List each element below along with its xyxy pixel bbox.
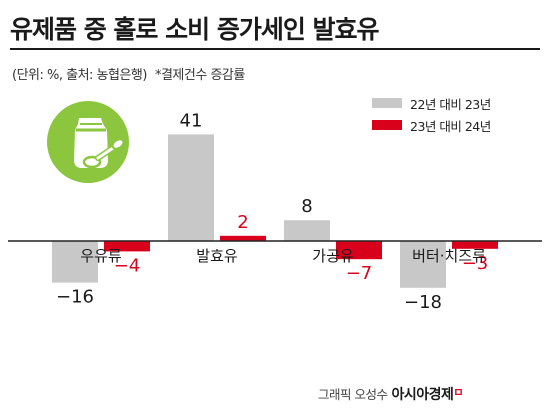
data-label-s1-c0: −4 — [114, 255, 141, 276]
data-label-s1-c3: −3 — [462, 253, 489, 274]
chart-title: 유제품 중 홀로 소비 증가세인 발효유 — [10, 15, 380, 44]
legend-swatch-curr — [372, 120, 402, 130]
chart-legend: 22년 대비 23년 23년 대비 24년 — [372, 92, 532, 136]
bar-s0-c1 — [168, 134, 214, 241]
category-label-0: 우유류 — [80, 247, 122, 265]
category-label-3: 버터·치즈류 — [412, 247, 486, 265]
bar-s1-c3 — [452, 241, 498, 249]
data-label-s0-c3: −18 — [404, 292, 442, 313]
bar-s1-c1 — [220, 235, 266, 241]
note-text: *결제건수 증감률 — [154, 68, 245, 83]
bar-s0-c3 — [400, 241, 446, 288]
brand-logo-text: 아시아경제 — [391, 387, 454, 403]
brand-mark: ㅁ — [453, 386, 464, 399]
data-label-s0-c2: 8 — [301, 196, 312, 217]
bar-s0-c2 — [284, 220, 330, 241]
legend-swatch-prev — [372, 98, 402, 108]
category-label-2: 가공유 — [312, 247, 354, 265]
data-label-s1-c2: −7 — [346, 263, 373, 284]
legend-item-prev: 22년 대비 23년 — [372, 92, 532, 114]
credit-prefix: 그래픽 오성수 — [318, 387, 388, 402]
legend-label-curr: 23년 대비 24년 — [410, 118, 491, 134]
title-rule — [10, 48, 540, 50]
chart-subtitle: (단위: %, 출처: 농협은행) *결제건수 증감률 — [12, 64, 245, 83]
category-label-1: 발효유 — [196, 247, 238, 265]
data-label-s0-c0: −16 — [56, 287, 94, 308]
bar-s1-c2 — [336, 241, 382, 260]
unit-source-text: (단위: %, 출처: 농협은행) — [12, 68, 147, 83]
bar-s1-c0 — [104, 241, 150, 252]
yogurt-jar-icon — [46, 100, 130, 184]
credit: 그래픽 오성수 아시아경제ㅁ — [318, 384, 463, 404]
bar-s0-c0 — [52, 241, 98, 283]
legend-label-prev: 22년 대비 23년 — [410, 96, 491, 112]
data-label-s1-c1: 2 — [237, 212, 248, 233]
legend-item-curr: 23년 대비 24년 — [372, 114, 532, 136]
data-label-s0-c1: 41 — [180, 110, 203, 131]
